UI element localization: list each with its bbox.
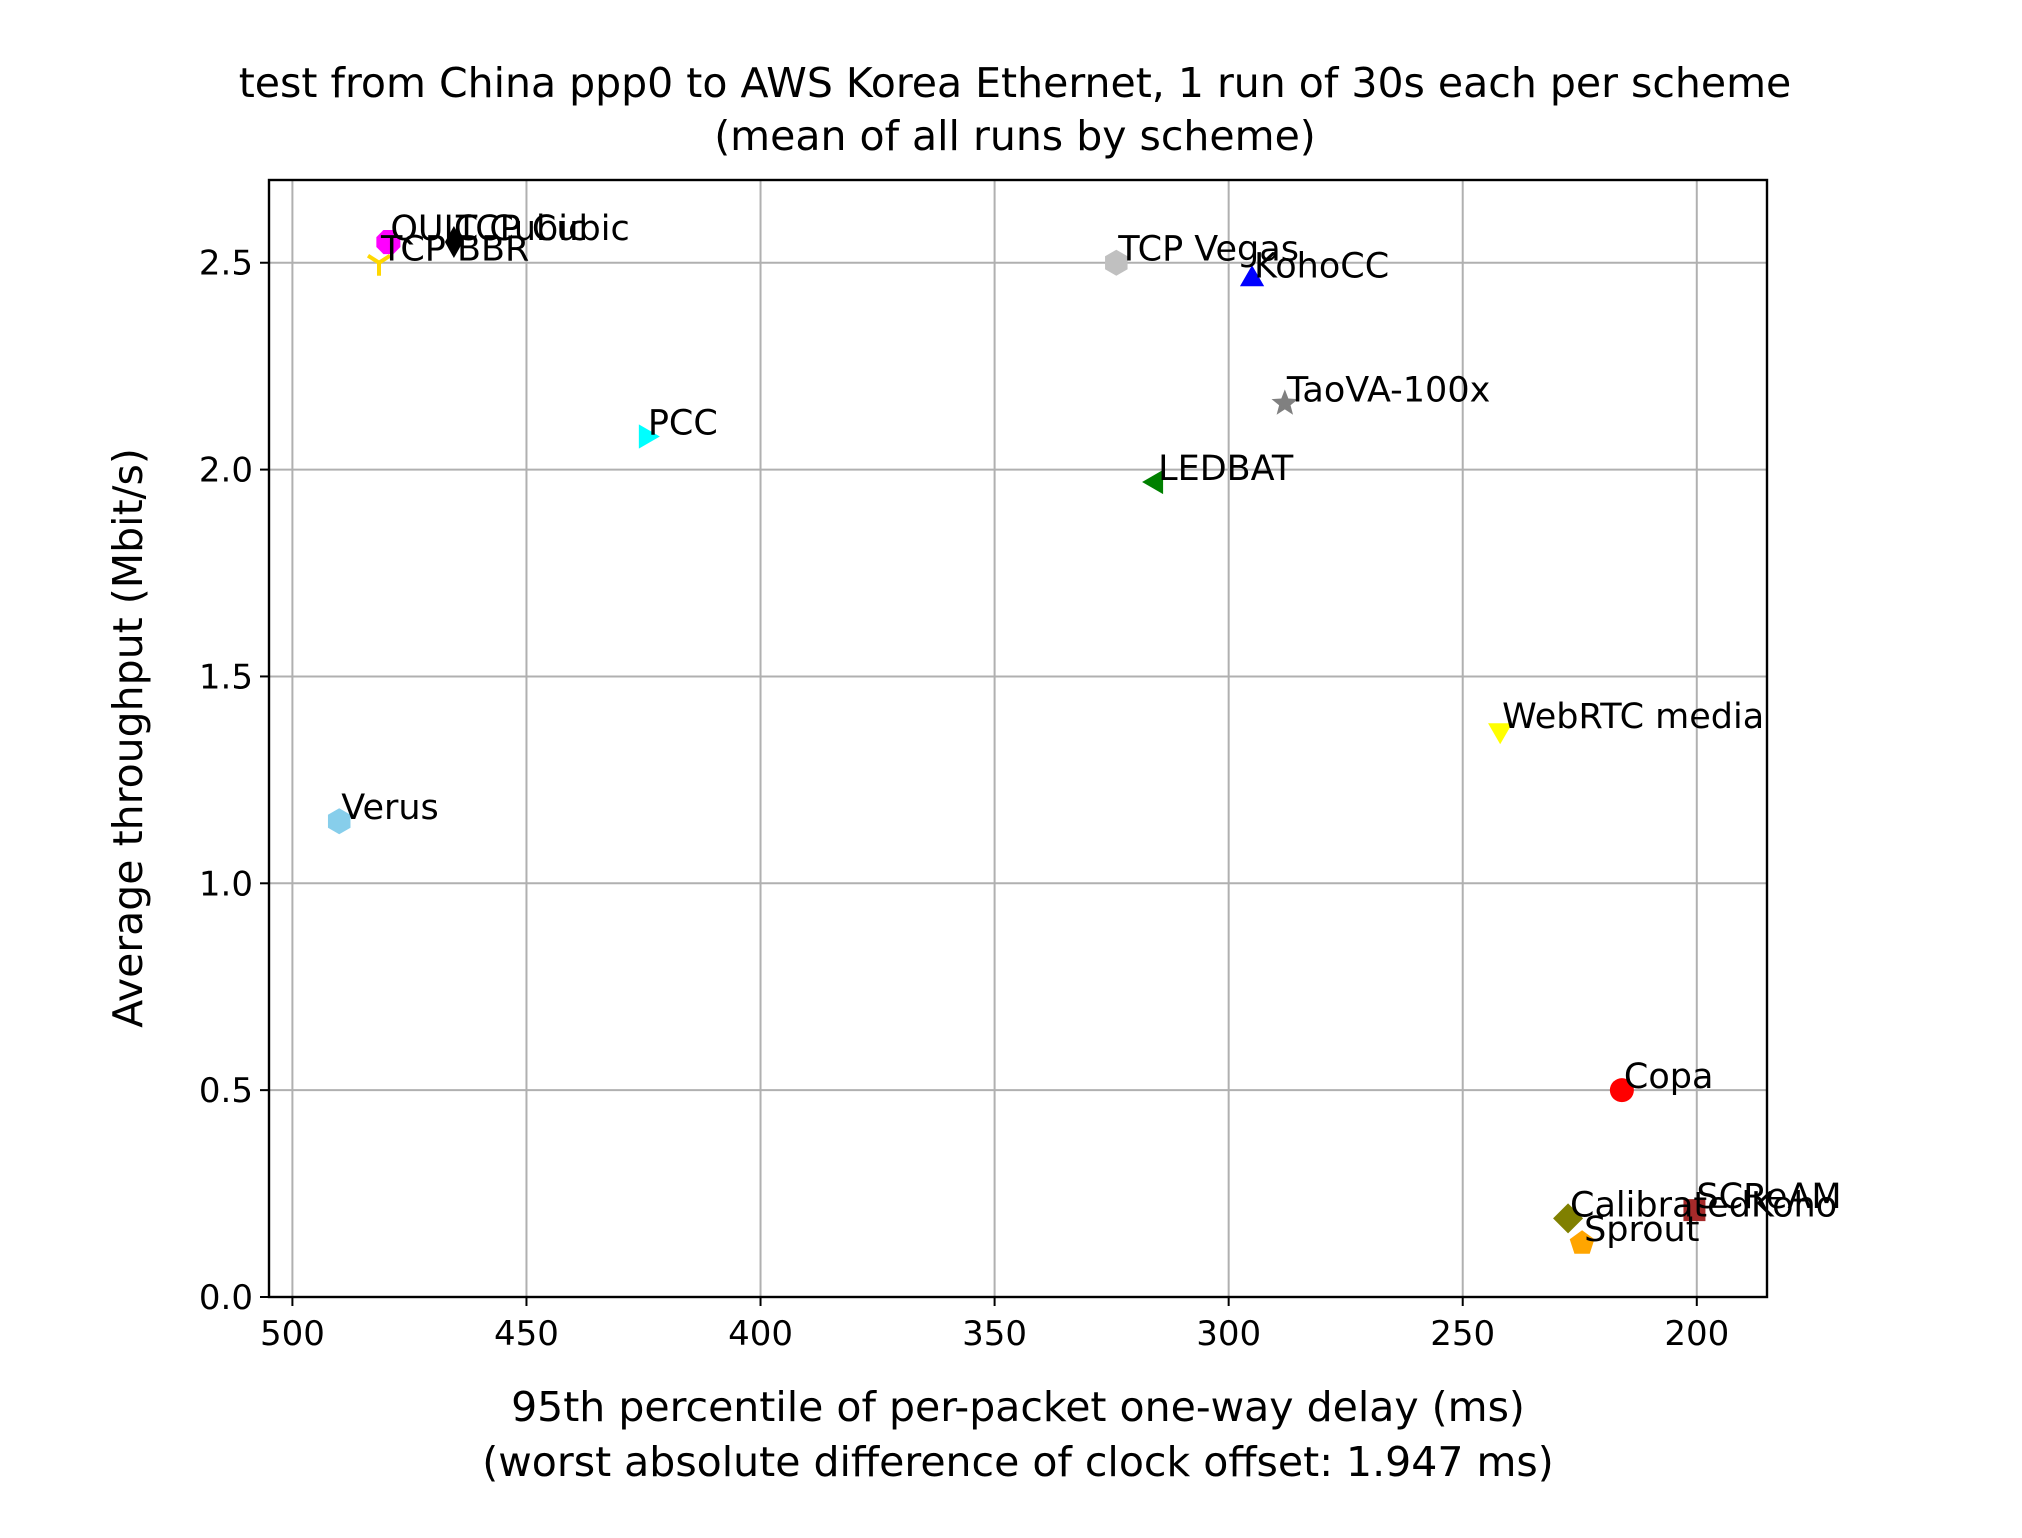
y-tick-label: 2.5 bbox=[199, 244, 253, 284]
point-label-sprout: Sprout bbox=[1584, 1210, 1699, 1250]
marker-verus bbox=[327, 808, 351, 835]
point-calibratedkoho bbox=[1553, 1203, 1584, 1234]
point-tcp-cubic bbox=[444, 226, 463, 259]
chart-subtitle: (mean of all runs by scheme) bbox=[714, 112, 1316, 160]
point-label-tcp-bbr: TCP BBR bbox=[380, 230, 529, 270]
y-axis-label: Average throughput (Mbit/s) bbox=[104, 448, 152, 1028]
y-tick-label: 0.5 bbox=[199, 1071, 253, 1111]
point-label-tcp-vegas: TCP Vegas bbox=[1117, 230, 1299, 270]
marker-sprout bbox=[1569, 1230, 1595, 1254]
point-tcp-vegas bbox=[1105, 249, 1128, 276]
x-tick-label: 400 bbox=[728, 1314, 793, 1354]
x-axis-ticks: 500 450 400 350 300 250 200 bbox=[260, 1297, 1729, 1354]
marker-webrtc-media bbox=[1488, 723, 1513, 745]
marker-ledbat bbox=[1142, 469, 1164, 495]
point-label-copa: Copa bbox=[1624, 1057, 1714, 1097]
point-taova-100x bbox=[1271, 389, 1299, 415]
point-label-taova-100x: TaoVA-100x bbox=[1286, 370, 1490, 410]
point-label-kohocc: KohoCC bbox=[1254, 246, 1389, 286]
marker-kohocc bbox=[1239, 265, 1265, 287]
x-tick-label: 350 bbox=[962, 1314, 1027, 1354]
marker-tcp-vegas bbox=[1105, 249, 1128, 276]
plot-frame bbox=[267, 178, 1769, 1299]
point-webrtc-media bbox=[1488, 723, 1513, 745]
marker-scream bbox=[1683, 1199, 1706, 1222]
point-ledbat bbox=[1142, 469, 1164, 495]
marker-taova-100x bbox=[1271, 389, 1299, 415]
point-scream bbox=[1683, 1199, 1706, 1222]
x-tick-label: 200 bbox=[1664, 1314, 1729, 1354]
point-label-verus: Verus bbox=[341, 788, 439, 828]
point-tcp-bbr bbox=[366, 254, 392, 276]
marker-tcp-cubic bbox=[444, 226, 463, 259]
y-axis-ticks: 0.0 0.5 1.0 1.5 2.0 2.5 bbox=[199, 244, 269, 1318]
marker-quic-cubic bbox=[376, 230, 401, 255]
x-axis-sublabel: (worst absolute difference of clock offs… bbox=[482, 1438, 1554, 1486]
point-quic-cubic bbox=[376, 230, 401, 255]
marker-tcp-bbr bbox=[377, 254, 392, 265]
x-tick-label: 300 bbox=[1196, 1314, 1261, 1354]
marker-calibratedkoho bbox=[1553, 1203, 1584, 1234]
point-label-pcc: PCC bbox=[648, 404, 718, 444]
grid bbox=[269, 180, 1767, 1298]
point-sprout bbox=[1569, 1230, 1595, 1254]
point-label-calibratedkoho: CalibratedKoho bbox=[1570, 1185, 1837, 1225]
data-points bbox=[327, 226, 1706, 1254]
point-pcc bbox=[638, 424, 660, 449]
point-copa bbox=[1609, 1078, 1634, 1103]
point-kohocc bbox=[1239, 265, 1265, 287]
marker-pcc bbox=[638, 424, 660, 449]
y-tick-label: 0.0 bbox=[199, 1278, 253, 1318]
y-tick-label: 2.0 bbox=[199, 451, 253, 491]
point-label-quic-cubic: QUIC Cubic bbox=[390, 209, 587, 249]
point-label-scream: SCReAM bbox=[1696, 1177, 1841, 1217]
y-tick-label: 1.0 bbox=[199, 864, 253, 904]
x-axis-label: 95th percentile of per-packet one-way de… bbox=[511, 1383, 1525, 1431]
point-verus bbox=[327, 808, 351, 835]
point-label-ledbat: LEDBAT bbox=[1158, 449, 1294, 489]
x-tick-label: 450 bbox=[494, 1314, 559, 1354]
y-tick-label: 1.5 bbox=[199, 657, 253, 697]
chart-title: test from China ppp0 to AWS Korea Ethern… bbox=[239, 59, 1792, 107]
point-label-webrtc-media: WebRTC media bbox=[1502, 697, 1764, 737]
x-tick-label: 500 bbox=[260, 1314, 325, 1354]
point-label-tcp-cubic: TCP Cubic bbox=[455, 209, 630, 249]
marker-copa bbox=[1609, 1078, 1634, 1103]
x-tick-label: 250 bbox=[1430, 1314, 1495, 1354]
